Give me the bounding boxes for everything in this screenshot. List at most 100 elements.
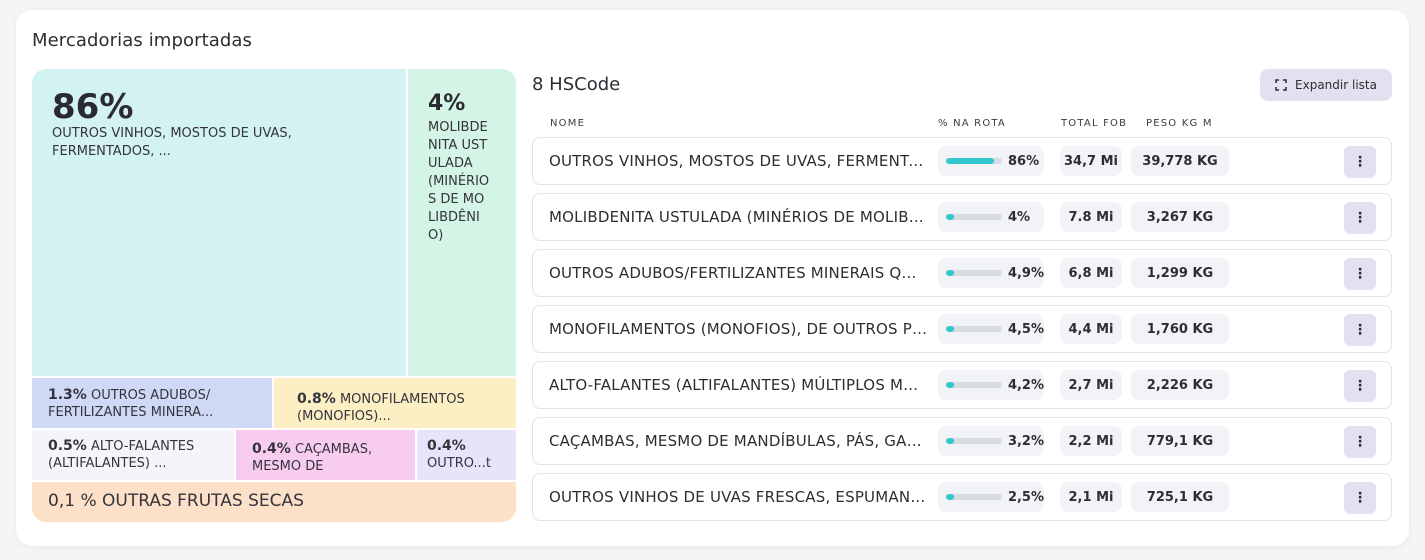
fob-value: 2,7 Mi xyxy=(1060,370,1122,400)
item-name: ALTO-FALANTES (ALTIFALANTES) MÚLTIPLOS M… xyxy=(549,376,927,394)
tile-label: CAÇAMBAS, MESMO DE xyxy=(252,442,373,474)
treemap-tile-alto-falantes[interactable]: 0.5% ALTO-FALANTES (ALTIFALANTES) ... xyxy=(32,430,234,480)
tile-percent: 0.4% xyxy=(252,441,291,457)
treemap-tile-frutas-secas[interactable]: 0,1 % OUTRAS FRUTAS SECAS xyxy=(32,482,516,522)
treemap-tile-adubos[interactable]: 1.3% OUTROS ADUBOS/ FERTILIZANTES MINERA… xyxy=(32,378,272,428)
kebab-icon: ⋮ xyxy=(1353,434,1367,450)
more-options-button[interactable]: ⋮ xyxy=(1344,258,1376,290)
kebab-icon: ⋮ xyxy=(1353,378,1367,394)
kebab-icon: ⋮ xyxy=(1353,322,1367,338)
peso-value: 779,1 KG xyxy=(1131,426,1229,456)
fob-value: 7.8 Mi xyxy=(1060,202,1122,232)
progress-fill xyxy=(946,382,954,388)
progress-fill xyxy=(946,438,954,444)
pct-pill: 4,5% xyxy=(938,314,1044,344)
tile-label: MONOFILAMENTOS (MONOFIOS)... xyxy=(297,392,465,424)
tile-label: OUTROS ADUBOS/ FERTILIZANTES MINERA... xyxy=(48,388,214,420)
expand-icon xyxy=(1275,79,1287,91)
pct-value: 4,2% xyxy=(1007,377,1044,393)
list-item[interactable]: MOLIBDENITA USTULADA (MINÉRIOS DE MOLIBD… xyxy=(532,193,1392,241)
progress-bar xyxy=(946,326,1002,332)
kebab-icon: ⋮ xyxy=(1353,210,1367,226)
pct-pill: 86% xyxy=(938,146,1044,176)
pct-pill: 4,9% xyxy=(938,258,1044,288)
list-item[interactable]: CAÇAMBAS, MESMO DE MANDÍBULAS, PÁS, GARR… xyxy=(532,417,1392,465)
item-name: OUTROS VINHOS DE UVAS FRESCAS, ESPUMANTE… xyxy=(549,488,927,506)
column-header-peso[interactable]: PESO KG M xyxy=(1146,118,1213,129)
tile-percent: 4% xyxy=(428,91,466,116)
treemap-tile-molibdenita[interactable]: 4% MOLIBDENITA USTULADA (MINÉRIOS DE MOL… xyxy=(408,69,516,376)
pct-value: 86% xyxy=(1008,153,1040,169)
more-options-button[interactable]: ⋮ xyxy=(1344,482,1376,514)
peso-value: 2,226 KG xyxy=(1131,370,1229,400)
hscode-count-title: 8 HSCode xyxy=(532,74,621,95)
card-title: Mercadorias importadas xyxy=(32,30,253,51)
peso-value: 1,760 KG xyxy=(1131,314,1229,344)
progress-bar xyxy=(946,494,1002,500)
tile-label: 0,1 % OUTRAS FRUTAS SECAS xyxy=(48,491,304,511)
peso-value: 39,778 KG xyxy=(1131,146,1229,176)
fob-value: 2,1 Mi xyxy=(1060,482,1122,512)
item-name: MOLIBDENITA USTULADA (MINÉRIOS DE MOLIBD… xyxy=(549,208,927,226)
tile-label: MOLIBDENITA USTULADA (MINÉRIOS DE MOLIBD… xyxy=(428,120,490,243)
treemap-tile-monofilamentos[interactable]: 0.8% MONOFILAMENTOS (MONOFIOS)... xyxy=(274,378,516,428)
list-item[interactable]: OUTROS VINHOS DE UVAS FRESCAS, ESPUMANTE… xyxy=(532,473,1392,521)
more-options-button[interactable]: ⋮ xyxy=(1344,146,1376,178)
tile-percent: 0.5% xyxy=(48,438,87,454)
tile-label: OUTROS VINHOS, MOSTOS DE UVAS, FERMENTAD… xyxy=(52,126,292,159)
progress-fill xyxy=(946,158,995,164)
fob-value: 6,8 Mi xyxy=(1060,258,1122,288)
kebab-icon: ⋮ xyxy=(1353,490,1367,506)
progress-bar xyxy=(946,382,1002,388)
tile-label: OUTRO...t xyxy=(427,456,491,471)
progress-fill xyxy=(946,494,954,500)
expand-list-button[interactable]: Expandir lista xyxy=(1260,69,1392,101)
column-header-name[interactable]: NOME xyxy=(550,118,586,129)
peso-value: 725,1 KG xyxy=(1131,482,1229,512)
treemap-tile-outros[interactable]: 0.4% OUTRO...t xyxy=(417,430,516,480)
tile-percent: 86% xyxy=(52,87,134,127)
list-item[interactable]: ALTO-FALANTES (ALTIFALANTES) MÚLTIPLOS M… xyxy=(532,361,1392,409)
peso-value: 3,267 KG xyxy=(1131,202,1229,232)
pct-pill: 4% xyxy=(938,202,1044,232)
tile-percent: 1.3% xyxy=(48,387,87,403)
treemap: 86% OUTROS VINHOS, MOSTOS DE UVAS, FERME… xyxy=(32,69,516,522)
column-header-fob[interactable]: TOTAL FOB xyxy=(1061,118,1128,129)
item-name: OUTROS ADUBOS/FERTILIZANTES MINERAIS QUÍ… xyxy=(549,264,927,282)
more-options-button[interactable]: ⋮ xyxy=(1344,314,1376,346)
pct-pill: 4,2% xyxy=(938,370,1044,400)
tile-percent: 0.4% xyxy=(427,438,466,454)
progress-bar xyxy=(946,438,1002,444)
tile-label: ALTO-FALANTES (ALTIFALANTES) ... xyxy=(48,439,195,471)
item-name: OUTROS VINHOS, MOSTOS DE UVAS, FERMENTAD… xyxy=(549,152,927,170)
progress-bar xyxy=(946,270,1002,276)
fob-value: 34,7 Mi xyxy=(1060,146,1122,176)
progress-bar xyxy=(946,158,1002,164)
more-options-button[interactable]: ⋮ xyxy=(1344,426,1376,458)
expand-list-label: Expandir lista xyxy=(1295,78,1377,92)
more-options-button[interactable]: ⋮ xyxy=(1344,202,1376,234)
column-header-pct[interactable]: % NA ROTA xyxy=(938,118,1006,129)
tile-percent: 0.8% xyxy=(297,391,336,407)
pct-value: 4,9% xyxy=(1007,265,1044,281)
treemap-tile-cacambas[interactable]: 0.4% CAÇAMBAS, MESMO DE xyxy=(236,430,415,480)
kebab-icon: ⋮ xyxy=(1353,154,1367,170)
pct-value: 3,2% xyxy=(1007,433,1044,449)
pct-value: 4% xyxy=(1008,209,1031,225)
progress-fill xyxy=(946,214,954,220)
more-options-button[interactable]: ⋮ xyxy=(1344,370,1376,402)
list-item[interactable]: OUTROS ADUBOS/FERTILIZANTES MINERAIS QUÍ… xyxy=(532,249,1392,297)
treemap-tile-outros-vinhos[interactable]: 86% OUTROS VINHOS, MOSTOS DE UVAS, FERME… xyxy=(32,69,406,376)
item-name: CAÇAMBAS, MESMO DE MANDÍBULAS, PÁS, GARR… xyxy=(549,432,927,450)
peso-value: 1,299 KG xyxy=(1131,258,1229,288)
fob-value: 4,4 Mi xyxy=(1060,314,1122,344)
progress-fill xyxy=(946,326,954,332)
progress-bar xyxy=(946,214,1002,220)
list-item[interactable]: MONOFILAMENTOS (MONOFIOS), DE OUTROS PLÁ… xyxy=(532,305,1392,353)
pct-value: 4,5% xyxy=(1007,321,1044,337)
item-name: MONOFILAMENTOS (MONOFIOS), DE OUTROS PLÁ… xyxy=(549,320,927,338)
list-item[interactable]: OUTROS VINHOS, MOSTOS DE UVAS, FERMENTAD… xyxy=(532,137,1392,185)
pct-value: 2,5% xyxy=(1007,489,1044,505)
fob-value: 2,2 Mi xyxy=(1060,426,1122,456)
kebab-icon: ⋮ xyxy=(1353,266,1367,282)
